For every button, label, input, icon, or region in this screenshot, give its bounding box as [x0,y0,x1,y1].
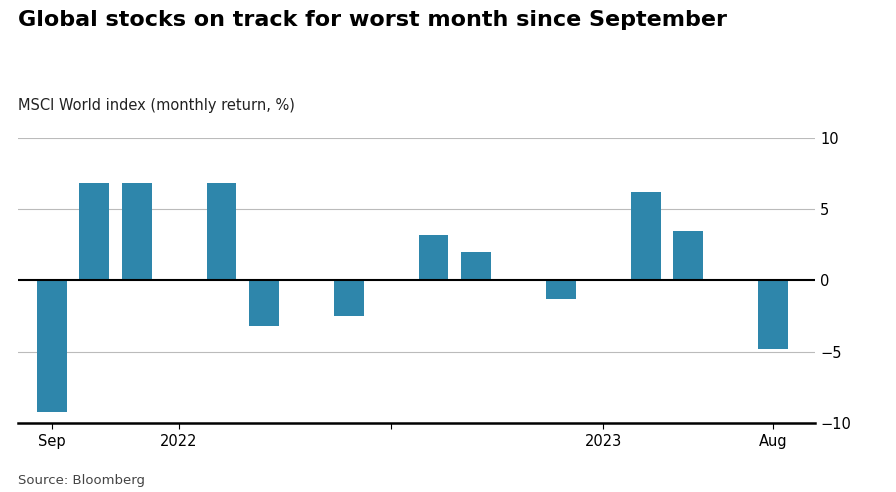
Text: Global stocks on track for worst month since September: Global stocks on track for worst month s… [18,10,727,30]
Bar [334,280,364,316]
Bar [249,280,279,326]
Bar [758,280,788,349]
Bar [122,184,151,280]
Bar [207,184,237,280]
Bar [461,252,491,280]
Bar [418,235,449,280]
Text: MSCI World index (monthly return, %): MSCI World index (monthly return, %) [18,98,295,113]
Text: Source: Bloomberg: Source: Bloomberg [18,474,145,487]
Bar [80,184,109,280]
Bar [546,280,576,299]
Bar [631,192,660,280]
Bar [37,280,66,412]
Bar [673,230,703,280]
